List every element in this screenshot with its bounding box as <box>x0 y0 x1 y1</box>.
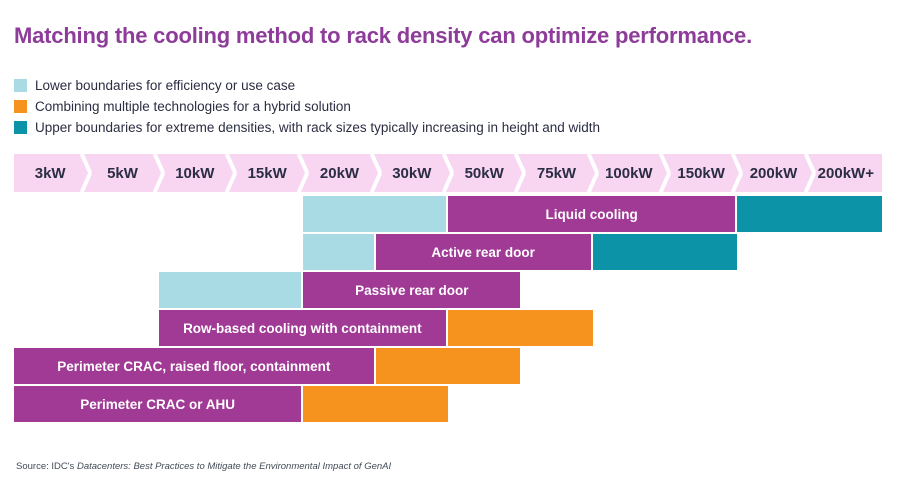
bar-segment-main: Liquid cooling <box>448 196 738 232</box>
bar-segment-upper <box>737 196 882 232</box>
source-prefix: Source: IDC's <box>16 461 77 472</box>
bar-segment-main: Perimeter CRAC, raised floor, containmen… <box>14 348 376 384</box>
bar-segment-hybrid <box>448 310 593 346</box>
legend-label: Lower boundaries for efficiency or use c… <box>35 78 296 93</box>
source-note: Source: IDC's Datacenters: Best Practice… <box>16 461 391 472</box>
bar-segment-hybrid <box>375 348 521 384</box>
legend-swatch-upper <box>14 121 27 134</box>
bar-label: Row-based cooling with containment <box>183 320 422 336</box>
legend-item: Upper boundaries for extreme densities, … <box>14 117 600 138</box>
chart-row-active-rear-door: Active rear door <box>14 234 882 270</box>
axis-segment-200kW+: 200kW+ <box>817 164 874 182</box>
axis-segment-3kW: 3kW <box>34 164 66 182</box>
bar-segment-hybrid <box>303 386 448 422</box>
chart-row-perimeter-crac-raised-floor-containment: Perimeter CRAC, raised floor, containmen… <box>14 348 882 384</box>
bar-segment-lower <box>303 196 448 232</box>
legend-label: Combining multiple technologies for a hy… <box>35 99 351 114</box>
bar-segment-upper <box>592 234 738 270</box>
axis-segment-75kW: 75kW <box>536 164 577 182</box>
legend: Lower boundaries for efficiency or use c… <box>14 75 600 138</box>
axis-segment-5kW: 5kW <box>107 164 138 182</box>
page-title: Matching the cooling method to rack dens… <box>14 23 752 48</box>
axis-segment-30kW: 30kW <box>392 164 432 182</box>
legend-swatch-lower <box>14 79 27 92</box>
bar-segment-main: Perimeter CRAC or AHU <box>14 386 304 422</box>
chart-row-row-based-cooling-with-containment: Row-based cooling with containment <box>14 310 882 346</box>
source-document-title: Datacenters: Best Practices to Mitigate … <box>76 461 392 472</box>
axis-segment-20kW: 20kW <box>319 164 360 182</box>
axis-segment-100kW: 100kW <box>605 164 653 182</box>
chart-row-liquid-cooling: Liquid cooling <box>14 196 882 232</box>
bar-rows: Liquid cooling Active rear door Passive re… <box>14 196 882 422</box>
bar-label: Perimeter CRAC or AHU <box>80 396 236 412</box>
legend-swatch-hybrid <box>14 100 27 113</box>
chart-row-passive-rear-door: Passive rear door <box>14 272 882 308</box>
bar-label: Liquid cooling <box>545 206 638 222</box>
density-axis: 3kW 5kW 10kW 15kW 20kW 30kW 50kW 75kW 100kW 150kW… <box>14 153 882 193</box>
axis-segment-15kW: 15kW <box>247 164 287 182</box>
legend-item: Combining multiple technologies for a hy… <box>14 96 600 117</box>
bar-label: Active rear door <box>431 244 535 260</box>
bar-segment-main: Passive rear door <box>303 272 521 308</box>
bar-segment-lower <box>158 272 304 308</box>
bar-segment-main: Row-based cooling with containment <box>158 310 448 346</box>
bar-segment-lower <box>303 234 376 270</box>
cooling-density-chart: 3kW 5kW 10kW 15kW 20kW 30kW 50kW 75kW 100kW 150kW… <box>14 153 882 424</box>
axis-segment-200kW: 200kW <box>749 164 798 182</box>
legend-item: Lower boundaries for efficiency or use c… <box>14 75 600 96</box>
axis-segment-50kW: 50kW <box>464 164 504 182</box>
axis-segment-10kW: 10kW <box>175 164 215 182</box>
axis-segment-150kW: 150kW <box>677 164 725 182</box>
bar-label: Perimeter CRAC, raised floor, containmen… <box>57 358 331 374</box>
legend-label: Upper boundaries for extreme densities, … <box>35 120 601 135</box>
chart-row-perimeter-crac-or-ahu: Perimeter CRAC or AHU <box>14 386 882 422</box>
bar-label: Passive rear door <box>355 282 469 298</box>
bar-segment-main: Active rear door <box>375 234 593 270</box>
